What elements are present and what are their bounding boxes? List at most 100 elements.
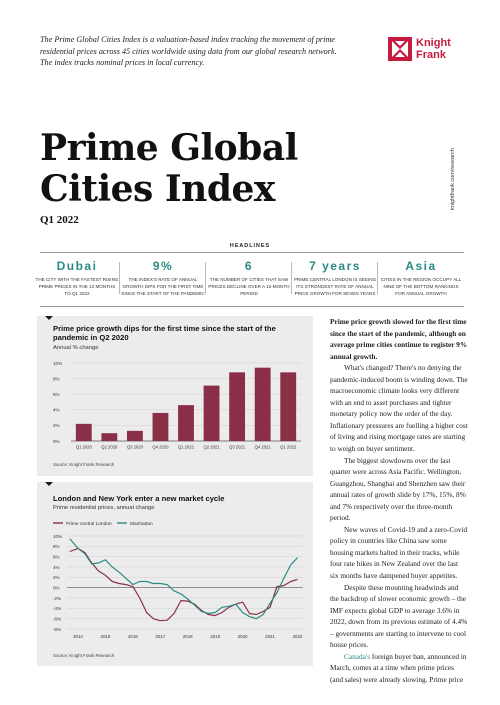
series-line: [69, 547, 298, 622]
line-y-tick-label: -8%: [53, 627, 61, 632]
body-paragraph-rest: foreign buyer ban, announced in March, c…: [330, 651, 467, 684]
side-url[interactable]: knightfrank.com/research: [448, 130, 462, 210]
headlines-bottom-rule: [40, 306, 464, 307]
headline-item: 7 years PRIME CENTRAL LONDON IS SEEING I…: [293, 258, 377, 298]
legend-label: Manhattan: [130, 521, 153, 527]
headline-value: 7 years: [309, 259, 361, 273]
line-x-tick-label: 2016: [128, 634, 138, 639]
line-y-tick-label: 0%: [53, 585, 60, 590]
line-chart-title: London and New York enter a new market c…: [53, 494, 225, 503]
headline-text: THE INDEX'S RATE OF ANNUAL GROWTH DIPS F…: [121, 277, 205, 297]
bar-chart-title: Prime price growth dips for the first ti…: [53, 324, 276, 343]
bar-y-tick-label: 0%: [53, 439, 60, 444]
title-line-1: Prime Global: [40, 127, 298, 169]
headline-divider: [119, 262, 120, 294]
bar-y-tick-label: 6%: [53, 392, 60, 397]
knight-frank-logo-icon: [388, 37, 412, 61]
line-x-tick-label: 2014: [73, 634, 83, 639]
headline-value: 9%: [152, 259, 174, 273]
bar: [280, 372, 297, 441]
bar: [126, 430, 143, 441]
headline-divider: [205, 262, 206, 294]
series-line: [69, 538, 298, 620]
bar-x-tick-label: Q1 2022: [280, 445, 297, 450]
body-lead-paragraph: Prime price growth slowed for the first …: [330, 317, 468, 361]
legend-label: Prime central London: [66, 521, 112, 527]
knight-frank-logo[interactable]: Knight Frank: [388, 37, 468, 63]
line-x-tick-label: 2015: [101, 634, 111, 639]
bar-x-tick-label: Q1 2021: [178, 445, 195, 450]
line-y-tick-label: 10%: [53, 534, 62, 539]
headline-value: Asia: [405, 259, 437, 273]
bar-x-tick-label: Q2 2021: [204, 445, 221, 450]
headline-item: 9% THE INDEX'S RATE OF ANNUAL GROWTH DIP…: [121, 258, 205, 298]
bar-y-tick-label: 4%: [53, 408, 60, 413]
line-y-tick-label: 6%: [53, 554, 60, 559]
line-chart: Prime central London Manhattan 10% 8% 6% 4% 2%…: [53, 521, 303, 639]
headline-item: Asia CITIES IN THE REGION OCCUPY ALL NIN…: [379, 258, 463, 298]
line-x-tick-label: 2021: [265, 634, 275, 639]
line-chart-source: Source: Knight Frank Research: [53, 653, 115, 658]
canada-link[interactable]: Canada's: [344, 651, 371, 661]
headline-value: Dubai: [56, 259, 98, 273]
bar-x-tick-label: Q4 2020: [152, 445, 169, 450]
bar-y-tick-label: 2%: [53, 423, 60, 428]
headline-text: THE NUMBER OF CITIES THAT SAW PRICES DEC…: [208, 277, 290, 297]
body-paragraph: New waves of Covid-19 and a zero-Covid p…: [330, 524, 468, 581]
bar-x-tick-label: Q1 2020: [76, 445, 93, 450]
line-x-tick-label: 2019: [210, 634, 220, 639]
line-x-tick-label: 2022: [293, 634, 303, 639]
headline-text: PRIME CENTRAL LONDON IS SEEING ITS STRON…: [293, 277, 377, 297]
bar: [152, 412, 169, 441]
line-chart-panel: London and New York enter a new market c…: [37, 482, 313, 666]
bar-chart-panel: Prime price growth dips for the first ti…: [37, 316, 313, 476]
headline-item: Dubai THE CITY WITH THE FASTEST RISING P…: [35, 258, 119, 298]
logo-line-1: Knight: [416, 37, 451, 49]
body-paragraph: Despite these mounting headwinds and the…: [330, 582, 468, 650]
headlines-top-rule: [40, 252, 464, 253]
bar-x-tick-label: Q2 2020: [101, 445, 118, 450]
line-y-tick-label: -2%: [53, 596, 61, 601]
bar-chart: 10% 8% 6% 4% 2% 0% Q1 2020 Q2 2020 Q3 2020 Q4 202…: [53, 361, 301, 450]
page-title: Prime Global Cities Index: [40, 128, 298, 210]
headline-item: 6 THE NUMBER OF CITIES THAT SAW PRICES D…: [207, 258, 291, 298]
bar: [203, 385, 220, 441]
line-y-tick-label: -6%: [53, 616, 61, 621]
headlines-heading: HEADLINES: [229, 243, 271, 249]
side-url-text: knightfrank.com/research: [450, 148, 456, 210]
headline-divider: [291, 262, 292, 294]
line-x-tick-label: 2020: [238, 634, 248, 639]
bar: [178, 405, 194, 441]
bar-x-tick-label: Q3 2021: [229, 445, 246, 450]
panel-corner-marker: [45, 482, 53, 486]
line-y-tick-label: 8%: [53, 544, 60, 549]
line-chart-ylabel: Prime residential prices, annual change: [53, 505, 155, 511]
bar: [101, 433, 118, 441]
headline-divider: [377, 262, 378, 294]
line-x-tick-label: 2017: [155, 634, 165, 639]
headline-text: CITIES IN THE REGION OCCUPY ALL NINE OF …: [380, 277, 462, 297]
bar-x-tick-label: Q3 2020: [127, 445, 144, 450]
logo-wordmark: Knight Frank: [416, 37, 451, 61]
headline-text: THE CITY WITH THE FASTEST RISING PRIME P…: [35, 277, 119, 297]
bar-chart-source: Source: Knight Frank Research: [53, 462, 115, 467]
bar: [75, 423, 92, 441]
line-y-tick-label: -4%: [53, 606, 61, 611]
headline-value: 6: [244, 259, 254, 273]
body-paragraph: The biggest slowdowns over the last quar…: [330, 455, 466, 523]
panel-corner-marker: [45, 316, 53, 320]
title-line-2: Cities Index: [40, 168, 275, 210]
body-text-column: Prime price growth slowed for the first …: [330, 316, 468, 686]
line-x-tick-label: 2018: [183, 634, 193, 639]
bar: [229, 372, 246, 441]
page-subtitle: Q1 2022: [40, 214, 79, 226]
bar-x-tick-label: Q4 2021: [255, 445, 272, 450]
bar-chart-ylabel: Annual % change: [53, 345, 99, 351]
logo-line-2: Frank: [416, 49, 446, 61]
body-paragraph: Canada's foreign buyer ban, announced in…: [330, 651, 468, 686]
body-paragraph: What's changed? There's no denying the p…: [330, 363, 468, 454]
bar-y-tick-label: 8%: [53, 376, 60, 381]
line-y-tick-label: 4%: [53, 565, 60, 570]
line-y-tick-label: 2%: [53, 575, 60, 580]
bar-y-tick-label: 10%: [53, 361, 62, 366]
